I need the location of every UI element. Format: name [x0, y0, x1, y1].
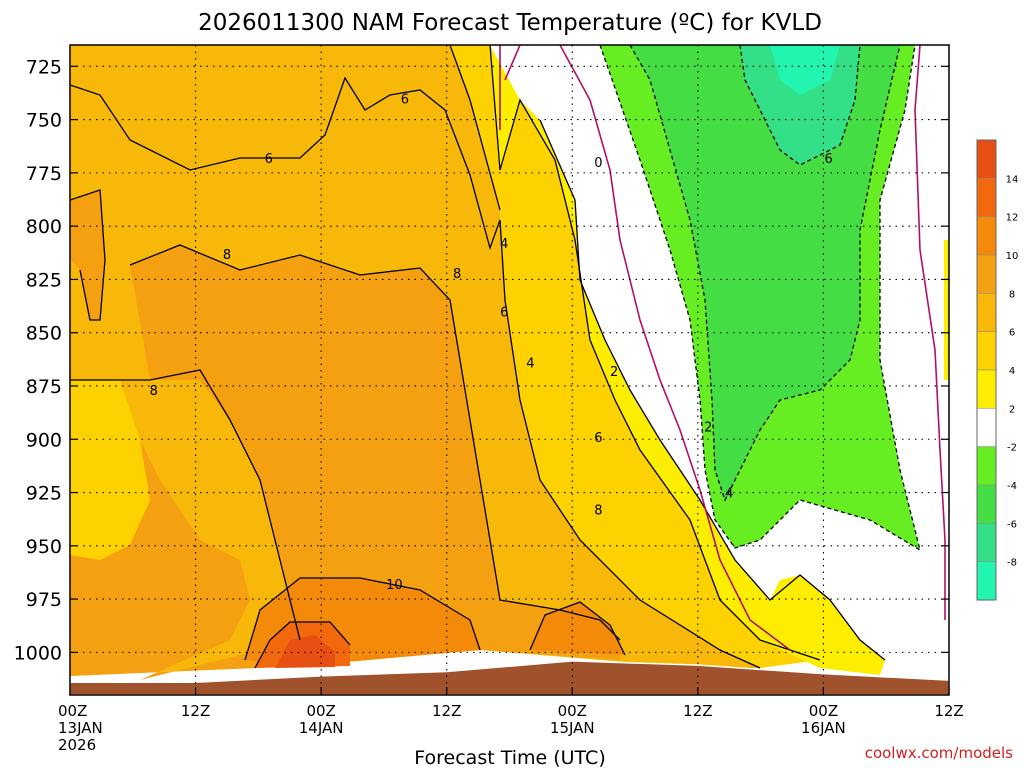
- warm-region-14-16: [275, 635, 335, 668]
- legend-label-3: 8: [1009, 289, 1015, 300]
- legend-label-9: -6: [1007, 519, 1017, 530]
- y-tick-label-975: 975: [26, 589, 62, 611]
- contour-label-14: 4: [725, 487, 733, 502]
- contour-label-8: 0: [594, 156, 602, 171]
- x-tick-label-0-0: 00Z: [58, 702, 87, 720]
- contour-label-13: 2: [704, 420, 712, 435]
- cold-region-minus4-minus6: [630, 45, 900, 500]
- x-axis-title: Forecast Time (UTC): [414, 747, 605, 768]
- y-tick-label-775: 775: [26, 163, 62, 185]
- y-axis: 725 750 775 800 825 850 875 900 925 950 975 1000: [14, 56, 949, 664]
- chart-title: 2026011300 NAM Forecast Temperature (ºC)…: [198, 10, 822, 36]
- legend-label-10: -8: [1007, 558, 1017, 569]
- legend-frame: [976, 139, 997, 601]
- legend-label-6: 2: [1009, 404, 1015, 415]
- contour-6: [70, 76, 761, 669]
- x-tick-label-72-0: 00Z: [809, 702, 838, 720]
- legend-swatch-5: [976, 331, 997, 371]
- plot-frame: [69, 44, 950, 696]
- legend-swatch-8: [976, 446, 997, 486]
- contour-12: [254, 621, 351, 669]
- contour-2: [489, 45, 886, 661]
- legend-swatch-0: [976, 139, 997, 179]
- contour-4: [449, 45, 821, 661]
- contour-label-0: 6: [401, 92, 409, 107]
- x-tick-label-48-1: 15JAN: [550, 719, 595, 737]
- y-tick-label-725: 725: [26, 56, 62, 78]
- y-tick-label-750: 750: [26, 110, 62, 132]
- legend-label-8: -4: [1007, 481, 1017, 492]
- contour-lines: [70, 45, 946, 669]
- terrain-surface: [70, 660, 949, 695]
- legend-label-0: 14: [1006, 174, 1019, 185]
- cold-region-minus8-minus10: [770, 45, 840, 95]
- y-tick-label-950: 950: [26, 536, 62, 558]
- y-tick-label-800: 800: [26, 216, 62, 238]
- legend-swatch-11: [976, 561, 997, 601]
- x-tick-label-72-1: 16JAN: [801, 719, 846, 737]
- contour-minus2: [599, 45, 922, 552]
- contour-label-group: 6 6 8 8 8 6 4 4 0 2 6 8 10 2 4 6: [150, 92, 833, 593]
- x-tick-label-36-0: 12Z: [432, 702, 461, 720]
- y-tick-label-875: 875: [26, 376, 62, 398]
- contour-label-4: 8: [453, 267, 461, 282]
- contour-label-10: 6: [594, 431, 602, 446]
- legend-swatch-1: [976, 178, 997, 217]
- legend-label-7: -2: [1007, 443, 1017, 454]
- y-tick-label-850: 850: [26, 323, 62, 345]
- legend-label-1: 12: [1006, 213, 1019, 224]
- contour-10: [244, 577, 626, 661]
- contour-label-12: 10: [386, 578, 403, 593]
- grid-lines: [70, 45, 949, 695]
- warm-region-4-6: [450, 45, 820, 668]
- temperature-fill: [70, 45, 949, 695]
- x-tick-label-0-2: 2026: [58, 736, 96, 754]
- warm-region-right-edge: [944, 240, 949, 380]
- contour-label-3: 8: [150, 384, 158, 399]
- y-tick-label-1000: 1000: [14, 642, 62, 664]
- contour-label-15: 6: [825, 152, 833, 167]
- contour-freezing: [499, 45, 946, 651]
- x-tick-label-0-1: 13JAN: [58, 719, 103, 737]
- contour-label-7: 4: [526, 357, 534, 372]
- legend-label-5: 4: [1009, 366, 1015, 377]
- contour-minus6: [739, 45, 861, 166]
- contour-label-2: 8: [223, 248, 231, 263]
- contour-label-11: 8: [594, 504, 602, 519]
- x-tick-label-24-1: 14JAN: [299, 719, 344, 737]
- x-tick-label-48-0: 00Z: [558, 702, 587, 720]
- y-tick-label-825: 825: [26, 269, 62, 291]
- terrain-ground: [70, 660, 949, 695]
- x-tick-label-12-0: 12Z: [181, 702, 210, 720]
- credit-text: coolwx.com/models: [865, 744, 1013, 762]
- x-tick-label-24-0: 00Z: [306, 702, 335, 720]
- x-tick-label-60-0: 12Z: [683, 702, 712, 720]
- legend-swatch-10: [976, 523, 997, 562]
- x-tick-label-84-0: 12Z: [934, 702, 963, 720]
- legend-label-4: 6: [1009, 328, 1015, 339]
- legend-swatch-3: [976, 254, 997, 294]
- contour-minus4: [629, 45, 901, 502]
- y-tick-label-900: 900: [26, 429, 62, 451]
- legend-swatch-9: [976, 484, 997, 524]
- legend-swatch-7: [976, 408, 997, 447]
- warm-region-8-10: [70, 190, 620, 680]
- contour-label-6: 4: [500, 237, 508, 252]
- color-legend: 14 12 10 8 6 4 2 -2 -4 -6 -8: [976, 139, 1019, 601]
- legend-swatch-4: [976, 293, 997, 332]
- legend-swatch-2: [976, 216, 997, 256]
- legend-label-2: 10: [1006, 251, 1019, 262]
- contour-label-9: 2: [610, 365, 618, 380]
- y-tick-label-925: 925: [26, 483, 62, 505]
- contour-8: [70, 189, 621, 641]
- warm-region-lower-left: [70, 380, 150, 560]
- legend-swatch-6: [976, 369, 997, 409]
- contour-label-1: 6: [265, 152, 273, 167]
- contour-label-5: 6: [500, 305, 508, 320]
